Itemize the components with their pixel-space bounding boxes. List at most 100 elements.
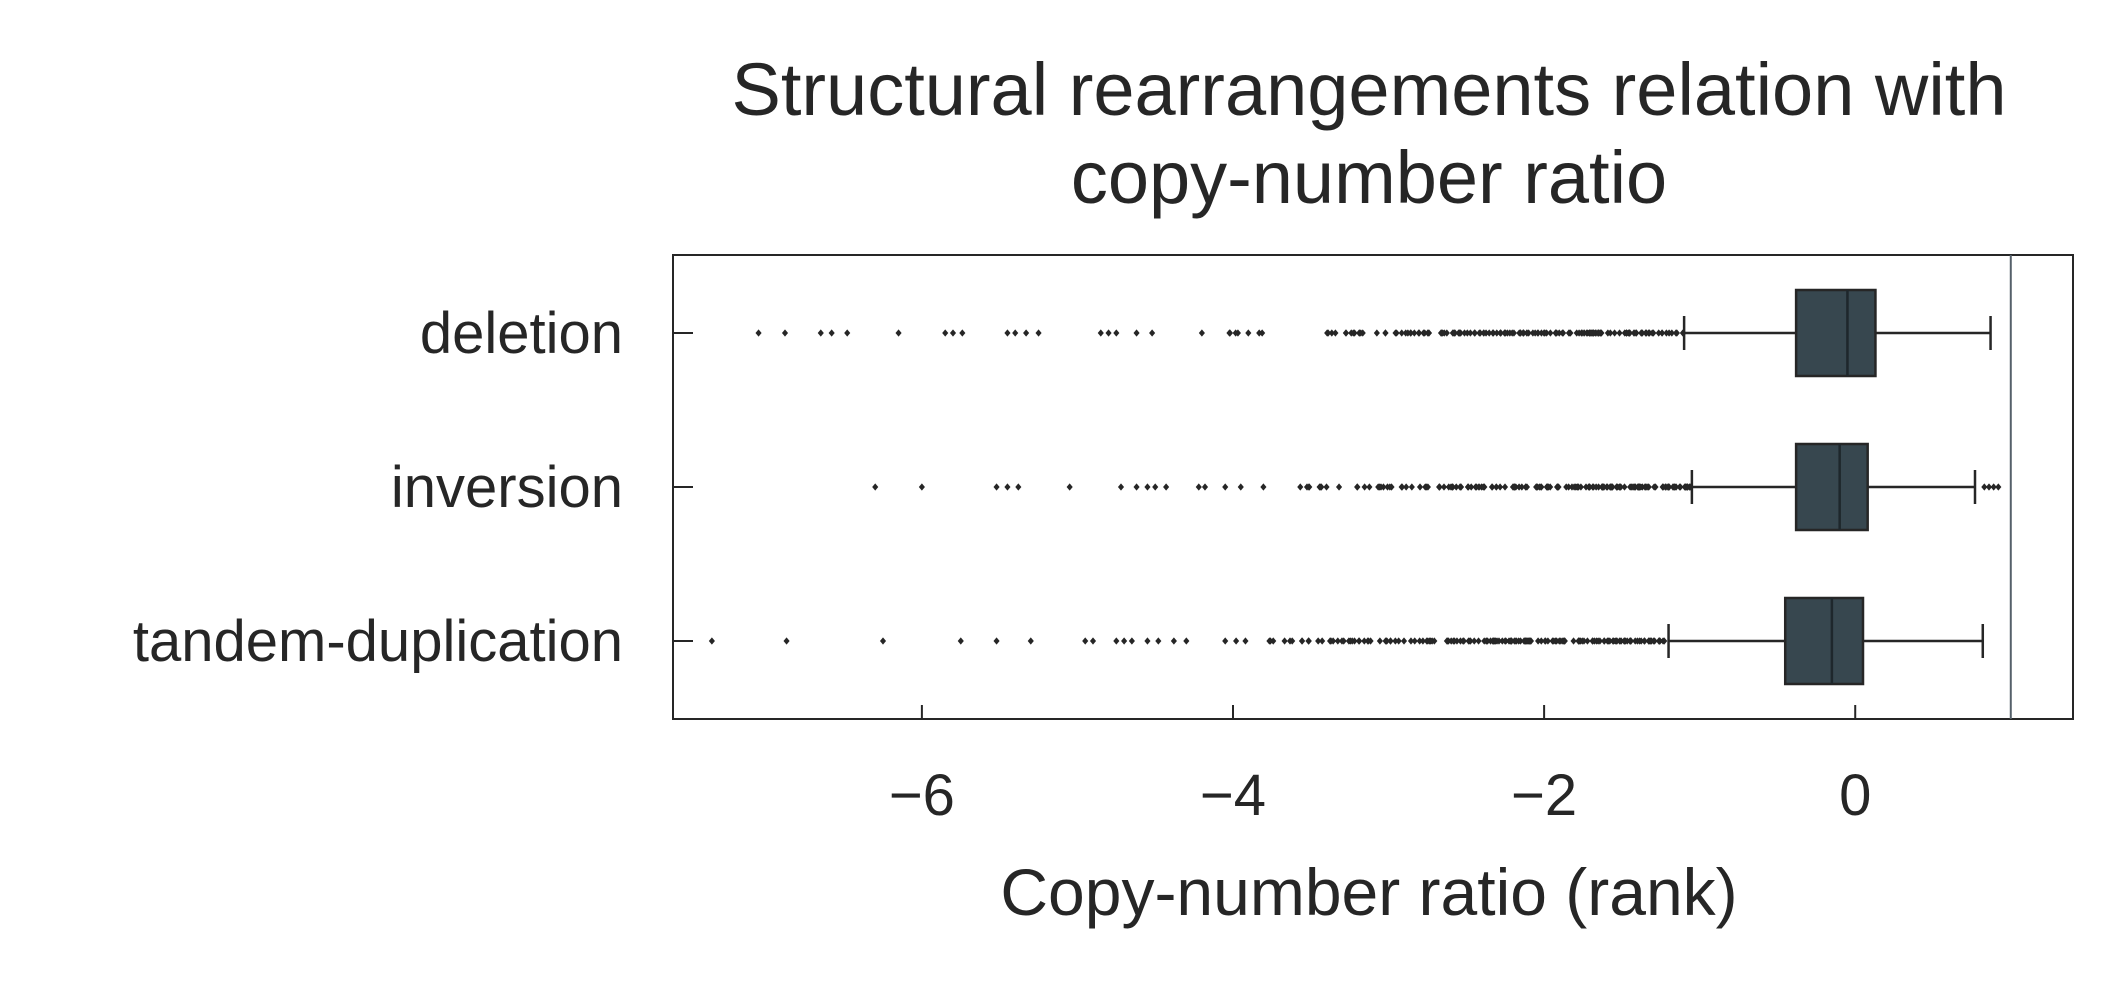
chart-title-line-1: Structural rearrangements relation with (731, 48, 2006, 131)
outlier-point (1342, 329, 1349, 337)
outlier-point (1411, 329, 1418, 337)
outlier-point (1226, 329, 1234, 337)
outlier-point (1621, 483, 1628, 491)
outlier-point (1133, 483, 1140, 491)
outlier-point (1611, 329, 1618, 337)
outlier-point (1517, 637, 1524, 645)
outlier-point (1489, 329, 1496, 337)
outlier-point (1359, 329, 1366, 337)
outlier-point (1477, 329, 1484, 337)
outlier-point (1518, 483, 1525, 491)
outlier-point (1538, 329, 1545, 337)
outlier-point (1242, 637, 1249, 645)
outlier-point (1655, 329, 1662, 337)
outlier-point (1471, 329, 1478, 337)
y-tick-label: inversion (391, 455, 623, 520)
outlier-point (1590, 329, 1597, 337)
outlier-point (1488, 483, 1496, 491)
outlier-point (1155, 637, 1162, 645)
outlier-point (1467, 637, 1474, 645)
outlier-point (1650, 329, 1657, 337)
outlier-point (1473, 483, 1480, 491)
outlier-point (1508, 637, 1515, 645)
outlier-point (1483, 637, 1490, 645)
outlier-point (1626, 637, 1634, 645)
outlier-point (1534, 329, 1541, 337)
outlier-point (1398, 329, 1405, 337)
box-iqr (1783, 596, 1865, 686)
outlier-point (1502, 329, 1509, 337)
outlier-point (1361, 637, 1368, 645)
outlier-point (1419, 637, 1426, 645)
outlier-point (1440, 483, 1448, 491)
outlier-point (1606, 637, 1613, 645)
outlier-point (1392, 637, 1399, 645)
outlier-point (1995, 483, 2002, 491)
outlier-point (1616, 329, 1623, 337)
outlier-point (1453, 483, 1460, 491)
outlier-point (1089, 637, 1097, 645)
outlier-point (1133, 329, 1140, 337)
outlier-point (1121, 637, 1128, 645)
outlier-point (1422, 483, 1429, 491)
outlier-point (1144, 637, 1151, 645)
outlier-point (1493, 329, 1500, 337)
outlier-point (1538, 637, 1545, 645)
outlier-point (1403, 483, 1410, 491)
outlier-point (1152, 483, 1159, 491)
outlier-point (1376, 637, 1383, 645)
outlier-point (1245, 329, 1252, 337)
outlier-point (1015, 483, 1022, 491)
outlier-point (1407, 637, 1415, 645)
y-tick-label: deletion (420, 301, 623, 366)
outlier-point (1237, 483, 1244, 491)
outlier-point (895, 329, 902, 337)
outlier-point (1334, 637, 1341, 645)
outlier-point (1398, 483, 1405, 491)
outlier-point (1651, 637, 1658, 645)
outlier-point (1117, 483, 1125, 491)
outlier-point (1645, 483, 1652, 491)
outlier-point (1327, 637, 1334, 645)
outlier-point (828, 329, 835, 337)
chart-title-line-2: copy-number ratio (1071, 136, 1667, 219)
outlier-point (1423, 637, 1430, 645)
outlier-point (1298, 637, 1306, 645)
outlier-point (1670, 483, 1677, 491)
outlier-point (1621, 637, 1628, 645)
outlier-point (1560, 329, 1567, 337)
outlier-point (1577, 483, 1584, 491)
outlier-point (1425, 329, 1432, 337)
outlier-point (755, 329, 762, 337)
outlier-point (1349, 637, 1356, 645)
outlier-point (1668, 329, 1675, 337)
x-tick-label: −6 (889, 763, 955, 828)
outlier-point (1517, 329, 1524, 337)
outlier-point (1549, 637, 1556, 645)
outlier-point (1543, 329, 1550, 337)
outlier-point (879, 637, 887, 645)
outlier-point (1580, 637, 1588, 645)
outlier-point (1608, 483, 1615, 491)
outlier-point (1600, 483, 1607, 491)
outlier-point (1639, 329, 1646, 337)
outlier-point (1297, 483, 1304, 491)
outlier-point (1323, 483, 1330, 491)
outlier-point (1512, 637, 1519, 645)
outlier-point (1480, 329, 1487, 337)
outlier-point (1601, 637, 1608, 645)
outlier-point (1574, 483, 1581, 491)
outlier-point (1097, 329, 1104, 337)
outlier-point (1595, 637, 1602, 645)
outlier-point (1585, 483, 1592, 491)
outlier-point (1281, 637, 1288, 645)
outlier-point (1163, 483, 1170, 491)
outlier-point (1315, 637, 1322, 645)
outlier-point (1332, 329, 1339, 337)
x-axis-label: Copy-number ratio (rank) (1000, 855, 1737, 929)
outlier-point (1012, 329, 1019, 337)
outlier-point (1395, 637, 1402, 645)
outlier-point (1113, 329, 1120, 337)
outlier-point (1035, 329, 1042, 337)
